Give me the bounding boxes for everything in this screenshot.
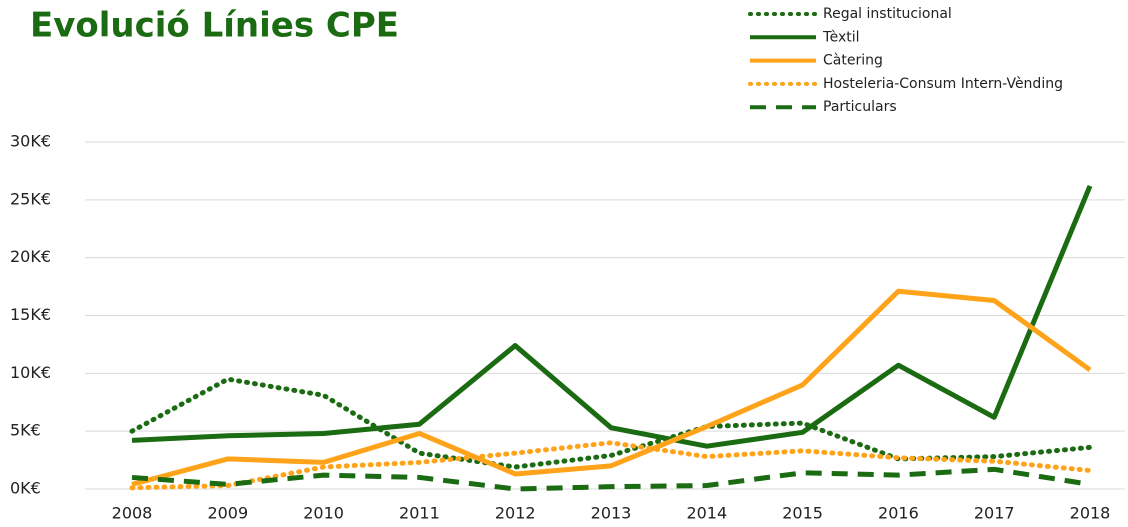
x-tick-label: 2012	[495, 504, 536, 523]
y-tick-label: 0K€	[10, 479, 41, 498]
series-line	[131, 466, 1091, 492]
x-tick-label: 2017	[974, 504, 1015, 523]
x-tick-label: 2013	[591, 504, 632, 523]
legend-label: Regal institucional	[823, 6, 952, 22]
x-tick-label: 2011	[399, 504, 440, 523]
series-line	[131, 184, 1093, 449]
x-tick-label: 2015	[782, 504, 823, 523]
y-tick-label: 10K€	[10, 363, 51, 382]
chart-title: Evolució Línies CPE	[30, 6, 399, 46]
x-tick-label: 2009	[207, 504, 248, 523]
x-tick-label: 2010	[303, 504, 344, 523]
legend-label: Particulars	[823, 99, 897, 115]
y-tick-label: 15K€	[10, 305, 51, 324]
legend-label: Càtering	[823, 53, 883, 69]
y-tick-label: 25K€	[10, 189, 51, 208]
legend-label: Tèxtil	[822, 29, 860, 45]
x-tick-label: 2014	[686, 504, 727, 523]
series-line	[131, 288, 1092, 487]
x-tick-label: 2016	[878, 504, 919, 523]
legend-label: Hosteleria-Consum Intern-Vènding	[823, 76, 1063, 92]
y-tick-label: 30K€	[10, 132, 51, 151]
y-tick-label: 5K€	[10, 421, 41, 440]
x-tick-label: 2018	[1070, 504, 1111, 523]
x-tick-label: 2008	[112, 504, 153, 523]
y-tick-label: 20K€	[10, 247, 51, 266]
series-line	[129, 440, 1093, 491]
